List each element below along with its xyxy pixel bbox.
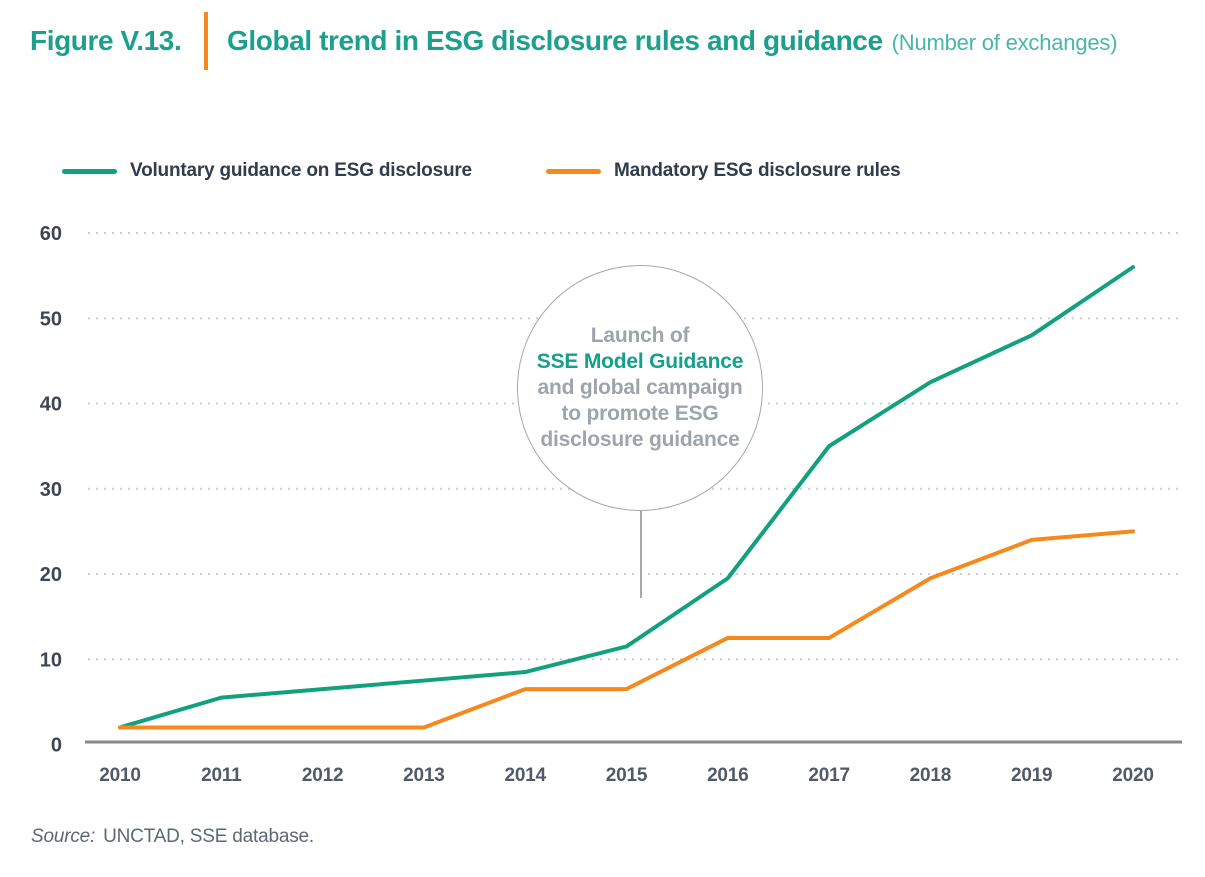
x-tick-label-2014: 2014 [504, 765, 546, 786]
chart-legend: Voluntary guidance on ESG disclosure Man… [0, 160, 1205, 182]
mandatory-line-swatch [546, 168, 601, 174]
y-tick-label-40: 40 [40, 394, 62, 416]
annotation-line: to promote ESG [561, 402, 719, 425]
legend-label-voluntary: Voluntary guidance on ESG disclosure [130, 160, 472, 181]
figure-subtitle: (Number of exchanges) [891, 30, 1118, 55]
y-tick-label-0: 0 [51, 735, 62, 757]
source-note: Source: UNCTAD, SSE database. [31, 826, 314, 848]
legend-label-mandatory: Mandatory ESG disclosure rules [614, 160, 901, 181]
x-tick-label-2017: 2017 [808, 765, 849, 786]
x-tick-label-2016: 2016 [707, 765, 748, 786]
series-line-voluntary [118, 265, 1135, 730]
figure-header: Figure V.13. Global trend in ESG disclos… [30, 12, 1118, 70]
annotation-line: and global campaign [537, 376, 743, 399]
annotation-line: Launch of [590, 324, 690, 347]
x-tick-label-2015: 2015 [606, 765, 648, 786]
x-tick-label-2010: 2010 [99, 765, 140, 786]
annotation-line-highlight: SSE Model Guidance [536, 350, 744, 373]
figure-title: Global trend in ESG disclosure rules and… [227, 25, 883, 56]
annotation-text: Launch of SSE Model Guidance and global … [528, 323, 753, 453]
x-tick-label-2019: 2019 [1011, 765, 1052, 786]
x-tick-label-2020: 2020 [1112, 765, 1153, 786]
title-row: Global trend in ESG disclosure rules and… [227, 24, 1118, 58]
figure-number-label: Figure V.13. [30, 25, 182, 56]
x-tick-label-2011: 2011 [201, 765, 242, 786]
annotation-circle: Launch of SSE Model Guidance and global … [517, 265, 763, 511]
y-tick-label-10: 10 [40, 649, 62, 671]
y-tick-label-30: 30 [40, 479, 62, 501]
x-tick-label-2018: 2018 [910, 765, 951, 786]
legend-item-mandatory: Mandatory ESG disclosure rules [546, 160, 901, 182]
source-prefix: Source: [31, 826, 96, 847]
y-tick-label-60: 60 [40, 223, 62, 245]
source-text: UNCTAD, SSE database. [103, 826, 314, 847]
annotation-line: disclosure guidance [540, 428, 740, 451]
y-tick-label-20: 20 [40, 564, 62, 586]
series-line-mandatory [118, 529, 1135, 730]
x-tick-label-2013: 2013 [403, 765, 444, 786]
y-tick-label-50: 50 [40, 308, 62, 330]
voluntary-line-swatch [62, 168, 117, 174]
title-divider-bar [204, 12, 208, 70]
annotation-pointer-line [640, 508, 642, 598]
legend-item-voluntary: Voluntary guidance on ESG disclosure [62, 160, 472, 182]
x-tick-label-2012: 2012 [302, 765, 343, 786]
